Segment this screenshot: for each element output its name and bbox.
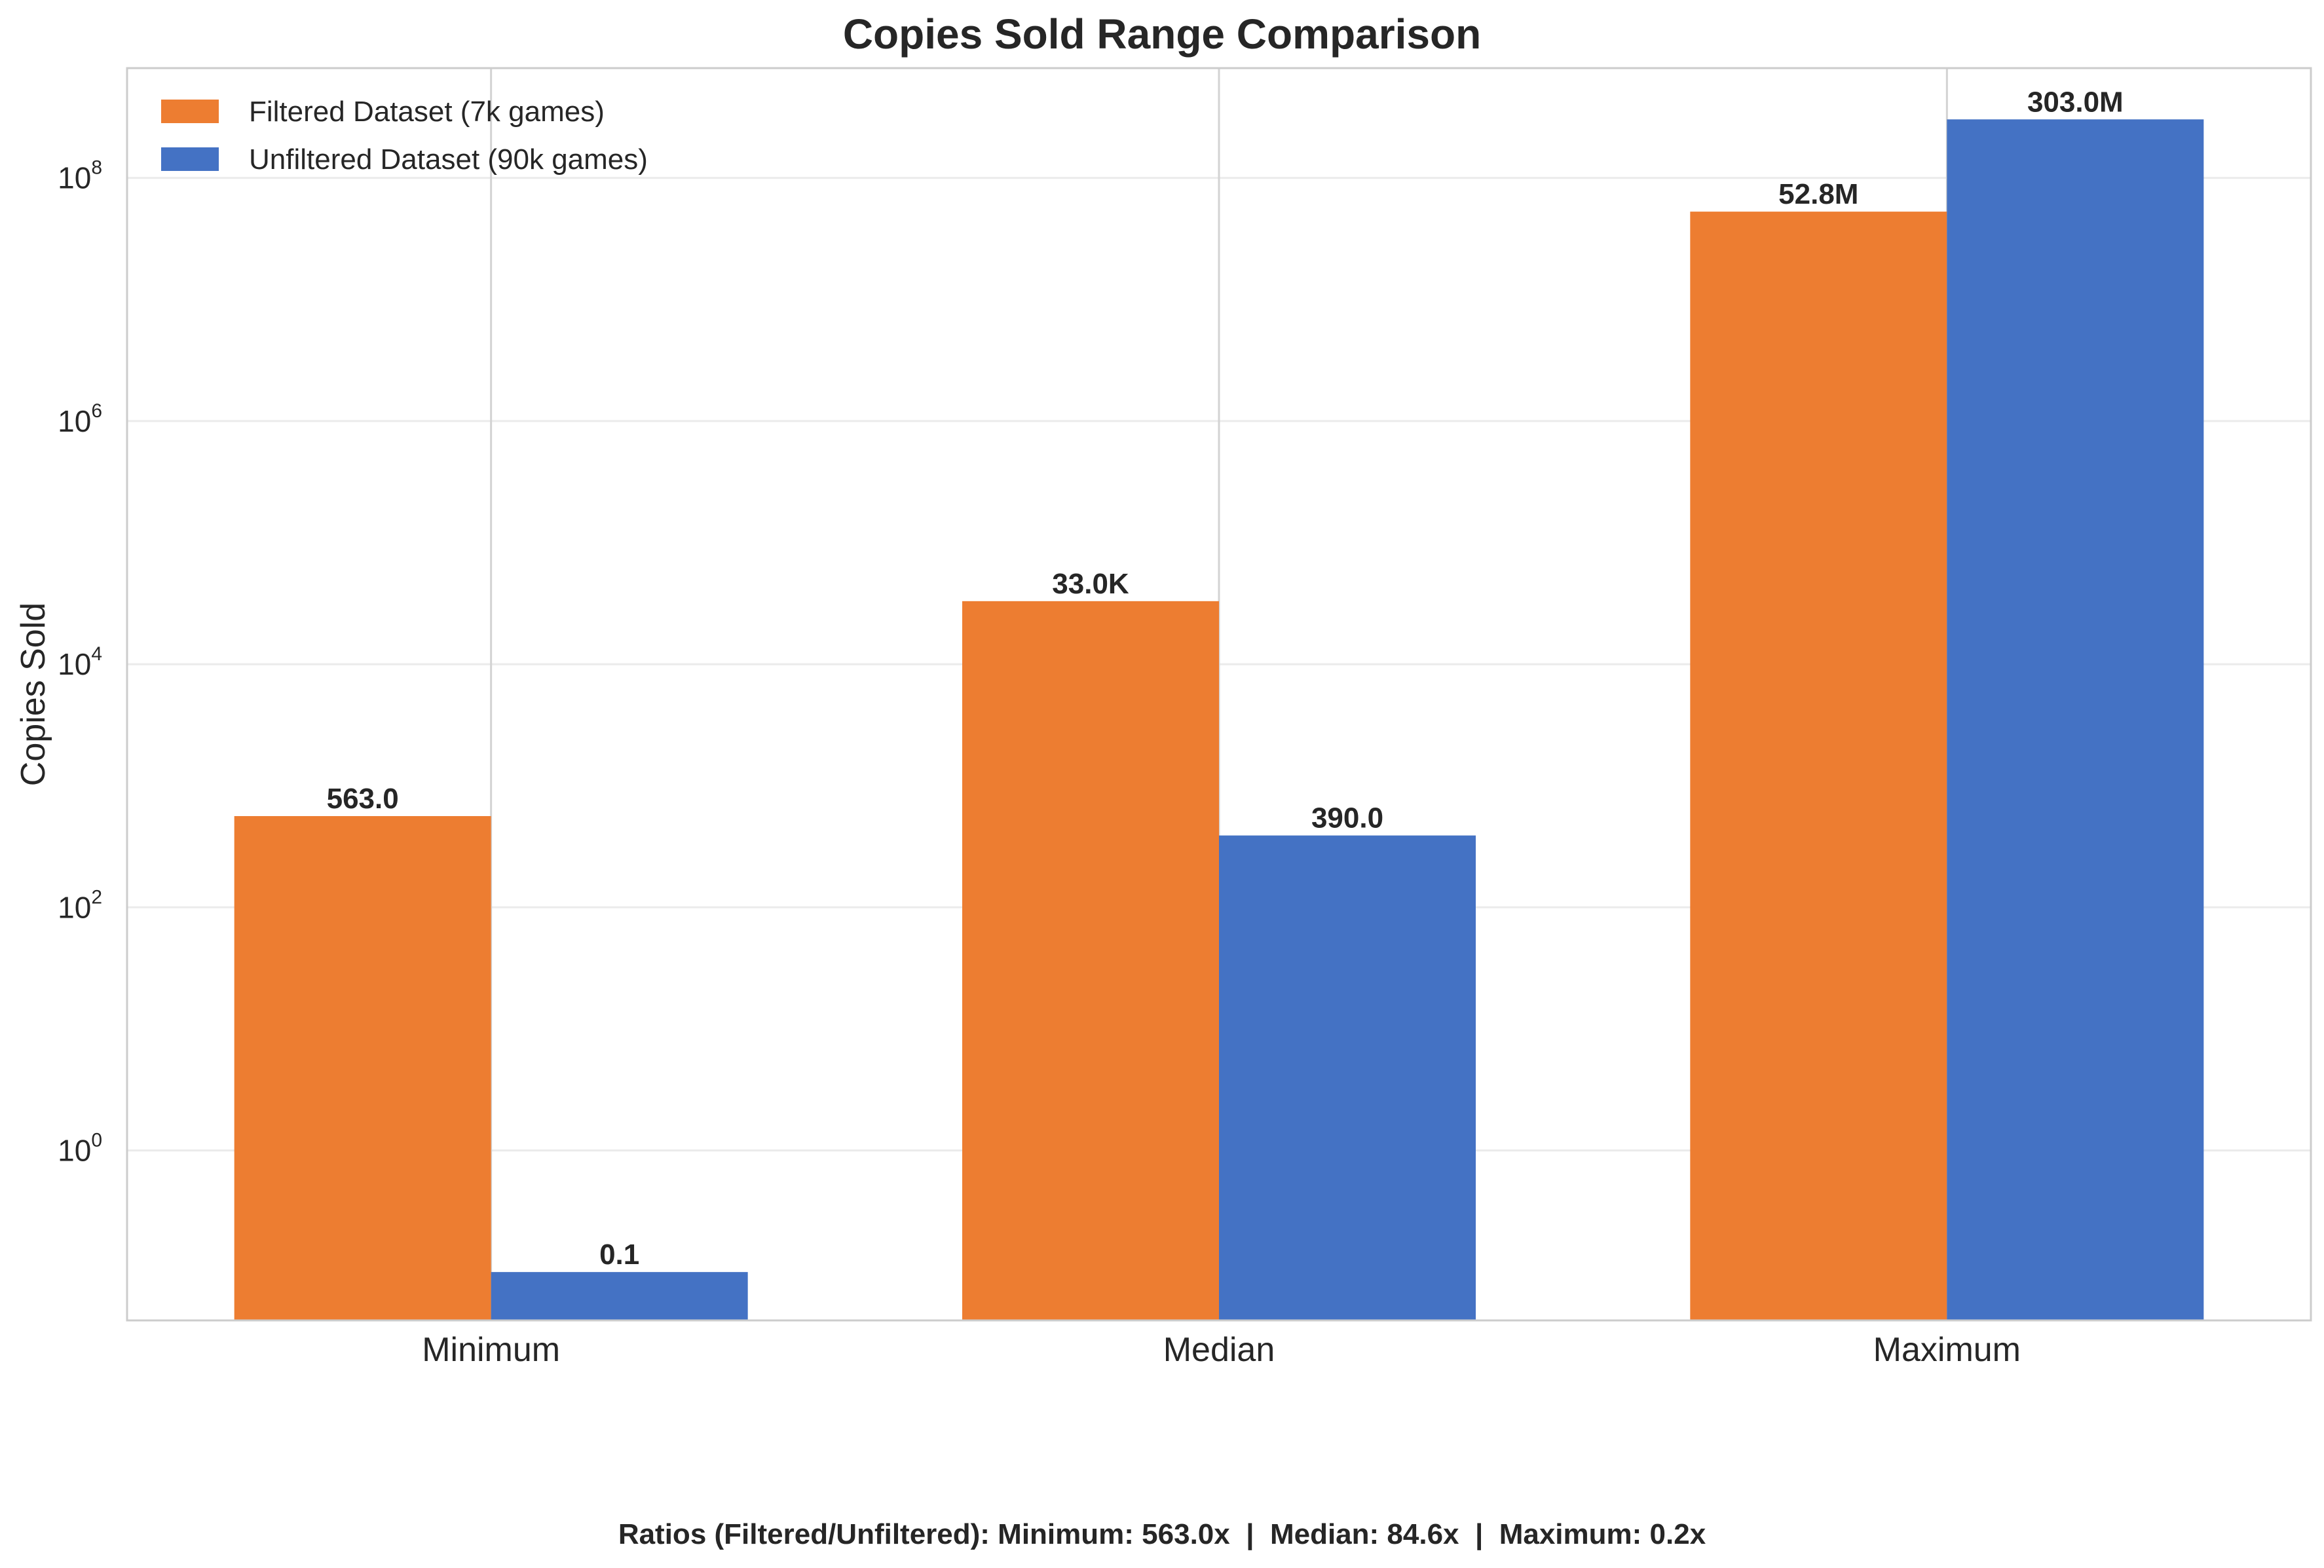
y-axis-ticks: 100 102 104 106 108 [58,157,102,1168]
legend-label-filtered: Filtered Dataset (7k games) [249,96,605,128]
legend-swatch-unfiltered [161,147,219,171]
x-tick-label-maximum: Maximum [1873,1331,2021,1369]
bar-value-label: 303.0M [2027,86,2124,118]
y-tick-label: 102 [58,886,102,924]
legend: Filtered Dataset (7k games) Unfiltered D… [161,96,648,176]
bar-unfiltered-minimum [491,1272,748,1320]
bar-filtered-maximum [1690,212,1947,1320]
y-tick-label: 104 [58,643,102,681]
chart-title: Copies Sold Range Comparison [843,10,1481,58]
y-axis-label: Copies Sold [14,603,52,786]
bar-unfiltered-maximum [1947,119,2204,1320]
bar-value-label: 33.0K [1052,568,1129,600]
x-tick-label-minimum: Minimum [422,1331,560,1369]
bar-value-label: 563.0 [327,783,399,815]
bars [234,119,2204,1320]
legend-label-unfiltered: Unfiltered Dataset (90k games) [249,143,648,176]
bar-labels: 563.0 33.0K 52.8M 0.1 390.0 303.0M [327,86,2124,1271]
bar-filtered-median [962,601,1219,1320]
y-tick-label: 108 [58,157,102,195]
y-tick-label: 100 [58,1130,102,1168]
plot-frame [126,67,2312,1322]
x-axis-ticks: Minimum Median Maximum [422,1331,2021,1369]
x-tick-label-median: Median [1163,1331,1275,1369]
bar-value-label: 390.0 [1311,802,1383,834]
y-tick-label: 106 [58,400,102,438]
ratio-footnote: Ratios (Filtered/Unfiltered): Minimum: 5… [618,1518,1706,1551]
bar-unfiltered-median [1219,835,1476,1320]
bar-filtered-minimum [234,815,491,1320]
legend-swatch-filtered [161,100,219,123]
bar-value-label: 52.8M [1778,178,1858,210]
bar-value-label: 0.1 [599,1239,639,1271]
